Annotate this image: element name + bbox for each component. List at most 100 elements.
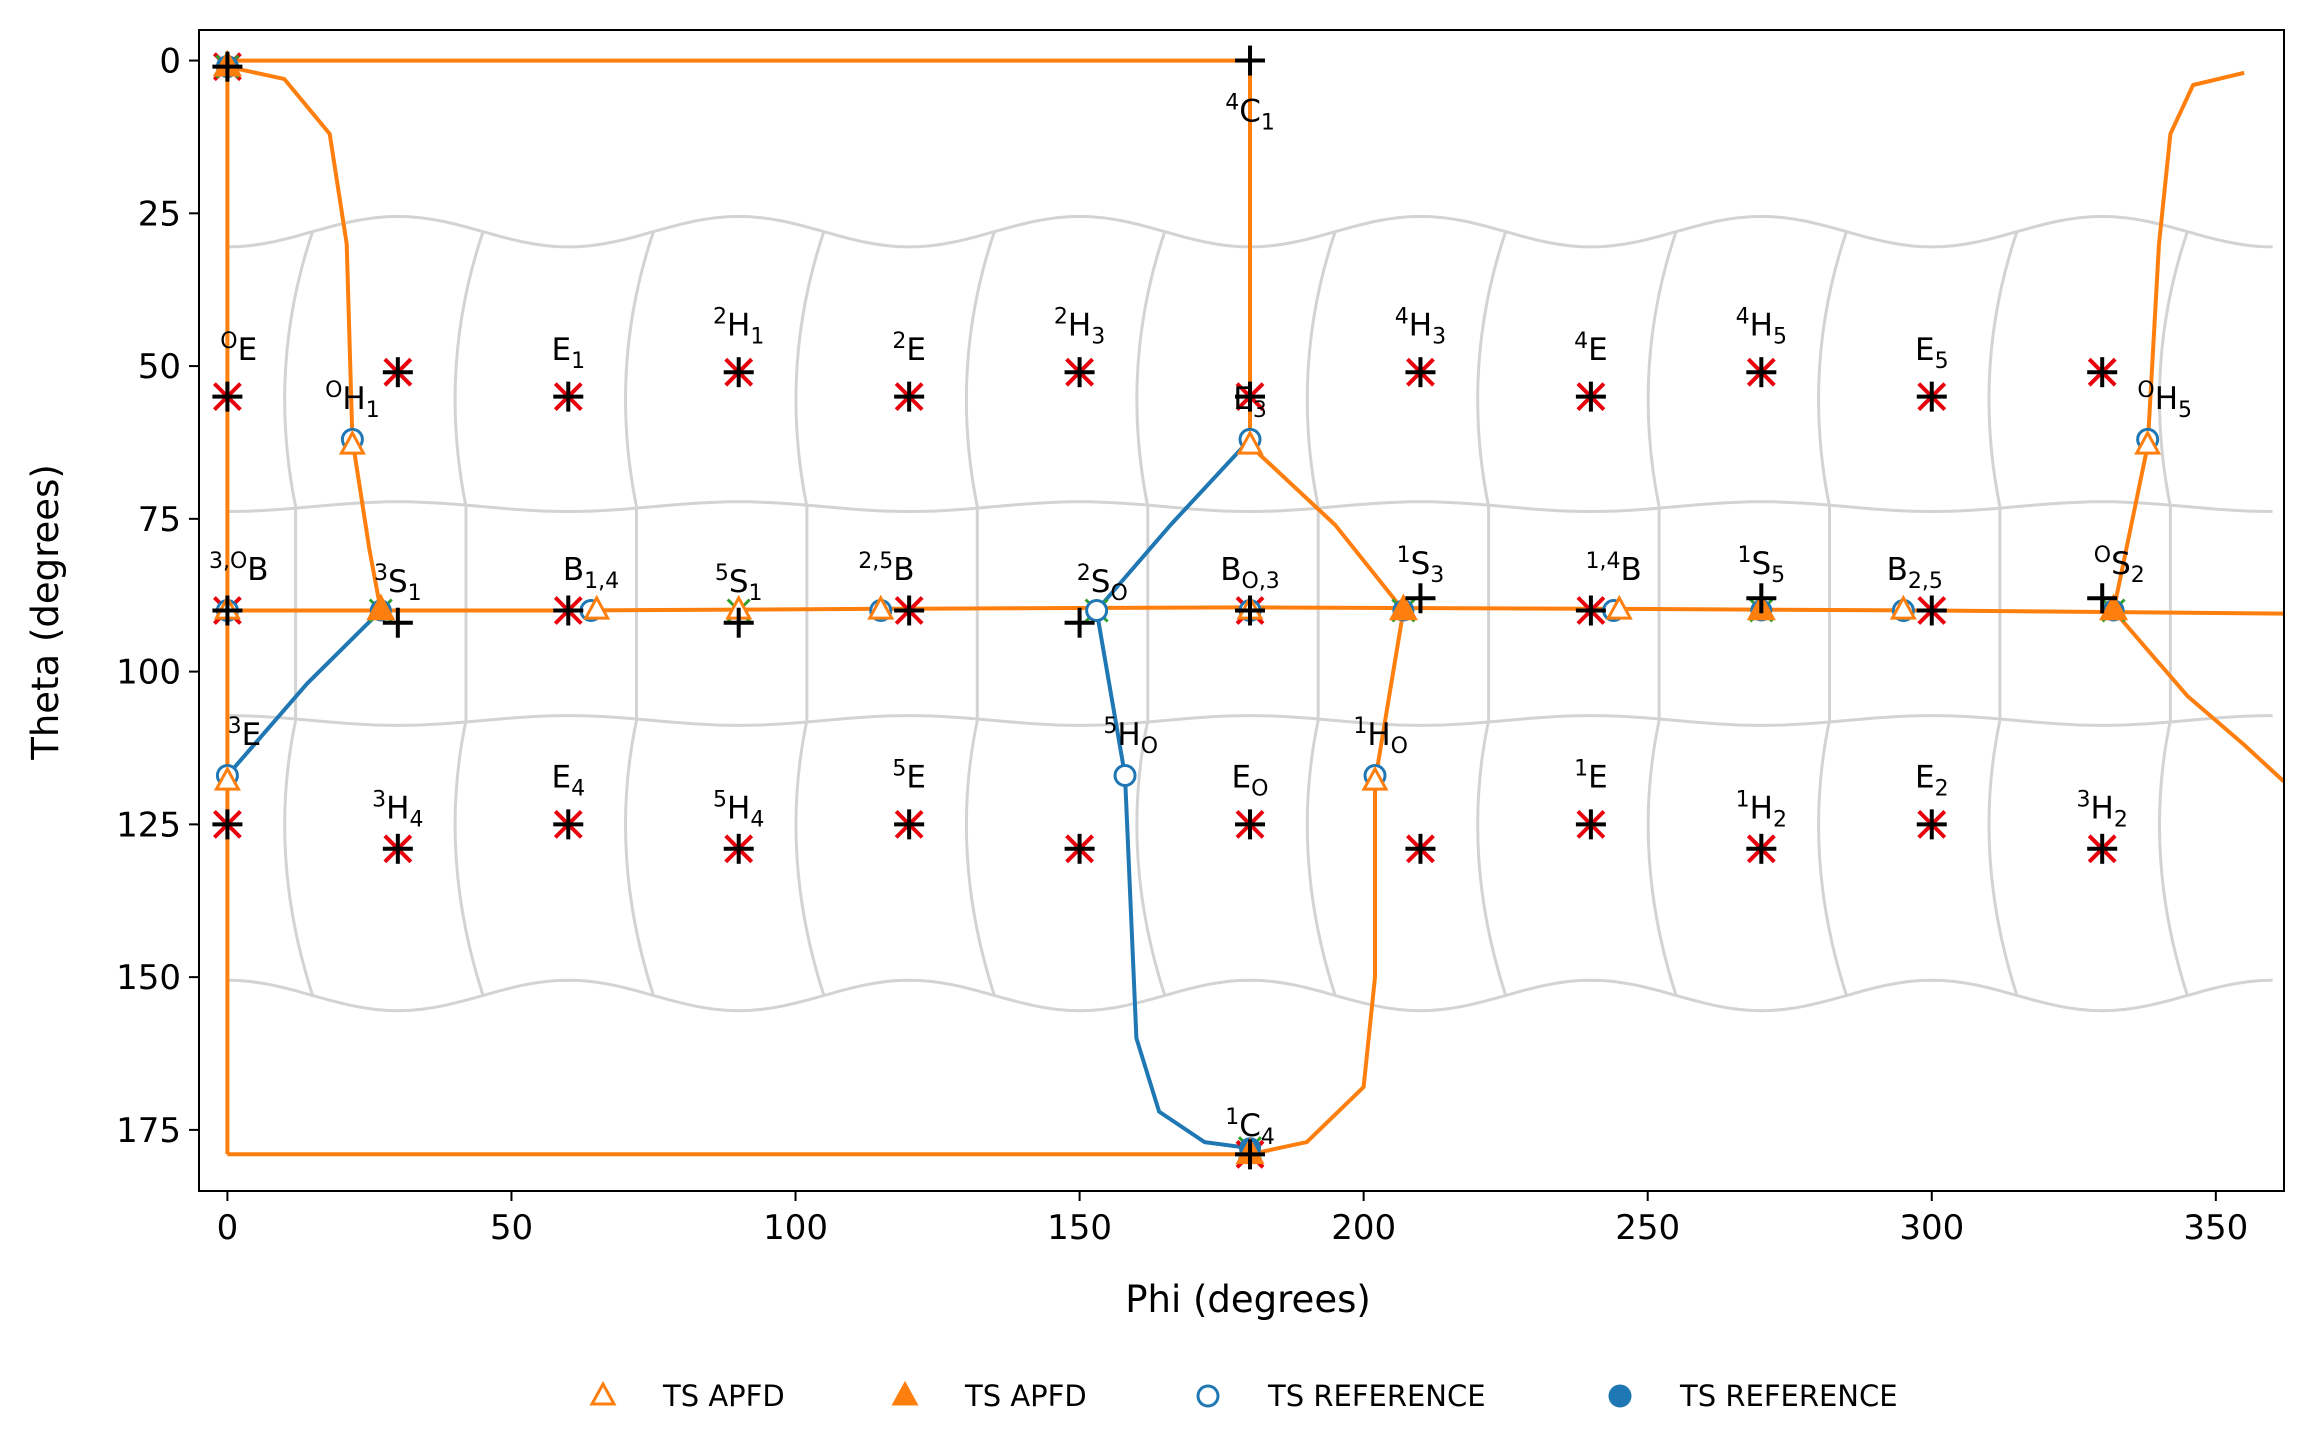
region-boundary-vertical: [1987, 231, 2019, 507]
ts-reference-open-marker: [1113, 763, 1137, 787]
region-boundary-vertical: [794, 231, 826, 507]
pucker-label: 2,5B: [858, 549, 914, 588]
series-line-11: [1095, 438, 1252, 612]
pucker-label-sup: 3: [374, 561, 388, 586]
ts-apfd-open-marker: [213, 765, 241, 791]
region-boundary-vertical: [1305, 231, 1337, 507]
pucker-label-main: E: [1233, 381, 1253, 417]
ts-apfd-open-marker: [1889, 594, 1917, 620]
pucker-label-main: E: [1232, 760, 1252, 796]
pucker-label: 2E: [892, 329, 926, 368]
pucker-label-sub: 5: [1935, 349, 1949, 374]
region-boundary-vertical: [453, 231, 485, 507]
pucker-label-sup: 3: [372, 787, 386, 812]
series-line-1: [227, 58, 1252, 440]
region-boundary-vertical: [624, 720, 655, 996]
x-tick-label: 100: [763, 1208, 828, 1248]
pucker-label-sub: 4: [409, 807, 423, 832]
pucker-label: 3,OB: [209, 549, 269, 588]
pucker-label-sub: 2: [2114, 807, 2128, 832]
region-boundary-vertical: [1476, 231, 1508, 507]
pucker-label-sup: O: [2094, 543, 2111, 568]
ts-apfd-open-marker: [338, 429, 366, 455]
ts-apfd-filled-marker: [366, 593, 396, 621]
pucker-label-sub: 1: [366, 398, 380, 423]
pucker-label: OS2: [2094, 543, 2145, 588]
pucker-label-sup: 1: [1736, 787, 1750, 812]
pucker-label: B2,5: [1887, 552, 1943, 594]
ts-apfd-filled-marker: [2099, 593, 2129, 621]
region-boundary-vertical: [2158, 231, 2189, 507]
pucker-label-main: H: [342, 381, 365, 417]
region-boundary-vertical: [1817, 720, 1848, 996]
region-boundary-vertical: [2158, 720, 2189, 996]
region-boundary-vertical: [283, 720, 315, 996]
pucker-label: 1C4: [1225, 1105, 1275, 1150]
pucker-label-main: S: [388, 564, 408, 600]
legend-label: TS APFD: [662, 1379, 785, 1413]
pucker-label: 4H3: [1395, 305, 1446, 350]
pucker-label-sub: 2: [1935, 777, 1949, 802]
pucker-label: 4H5: [1736, 305, 1787, 350]
pucker-label-sup: 4: [1574, 329, 1588, 354]
pucker-label-sup: 2: [892, 329, 906, 354]
pucker-label-sub: O,3: [1242, 569, 1280, 594]
pucker-label: 4C1: [1225, 91, 1275, 136]
pucker-label-sub: 1: [750, 325, 764, 350]
pucker-label-main: H: [1750, 308, 1773, 344]
pucker-label-main: S: [729, 564, 749, 600]
pucker-label-sup: O: [325, 378, 342, 403]
y-tick-label: 50: [138, 347, 181, 387]
ts-apfd-open-marker: [867, 594, 895, 620]
pucker-label-sup: 5: [1103, 714, 1117, 739]
region-boundary-vertical: [1135, 231, 1167, 507]
series-line-6: [1248, 444, 1405, 612]
ts-apfd-open-marker: [2134, 429, 2162, 455]
ts-apfd-open-marker: [1236, 429, 1264, 455]
pucker-label-sup: 2: [1077, 561, 1091, 586]
pucker-label-sub: O: [1110, 581, 1127, 606]
pucker-label: 1HO: [1353, 714, 1408, 759]
pucker-label-sup: 1,4: [1585, 549, 1620, 574]
pucker-label: E1: [551, 332, 585, 374]
pucker-label: 1,4B: [1585, 549, 1641, 588]
x-axis-title: Phi (degrees): [1125, 1278, 1371, 1321]
pucker-label-sup: 1: [1397, 543, 1411, 568]
region-boundary-vertical: [1476, 720, 1508, 996]
pucker-label-sub: 2: [2131, 563, 2145, 588]
pucker-label: 2H1: [713, 305, 764, 350]
pucker-label-sub: 1,4: [584, 569, 619, 594]
pucker-label-main: H: [2091, 790, 2114, 826]
pucker-label-sup: 1: [1225, 1105, 1239, 1130]
pucker-label-main: E: [906, 760, 926, 796]
pucker-label-main: H: [1367, 717, 1390, 753]
pucker-label-sub: O: [1391, 734, 1408, 759]
pucker-label: B1,4: [563, 552, 619, 594]
pucker-label-main: B: [1220, 552, 1241, 588]
pucker-label-sub: 2,5: [1908, 569, 1943, 594]
pucker-label-sub: 5: [2178, 398, 2192, 423]
pucker-label-main: S: [2111, 546, 2131, 582]
x-tick-label: 300: [1899, 1208, 1964, 1248]
pucker-label-sup: 2,5: [858, 549, 893, 574]
ts-apfd-open-marker: [1361, 765, 1389, 791]
pucker-label-main: E: [238, 332, 258, 368]
pucker-label-sup: 4: [1395, 305, 1409, 330]
pucker-label-sub: 4: [571, 777, 585, 802]
region-boundary-horizontal: [227, 500, 2273, 514]
pucker-label-sup: 2: [713, 305, 727, 330]
x-tick-label: 150: [1047, 1208, 1112, 1248]
pucker-label: EO: [1232, 760, 1269, 802]
pucker-label: E4: [551, 760, 585, 802]
pucker-label-main: E: [906, 332, 926, 368]
pucker-label-sub: 1: [749, 581, 763, 606]
series-line-12: [1094, 610, 1251, 1151]
pucker-label-main: H: [2155, 381, 2178, 417]
series-line-8: [2111, 70, 2245, 611]
region-boundary-vertical: [964, 720, 996, 996]
pucker-label: 2SO: [1077, 561, 1128, 606]
legend-marker-circle-open: [1196, 1384, 1220, 1408]
region-boundary-vertical: [1646, 720, 1678, 996]
pucker-label: BO,3: [1220, 552, 1280, 594]
region-boundary-horizontal: [227, 978, 2273, 1013]
